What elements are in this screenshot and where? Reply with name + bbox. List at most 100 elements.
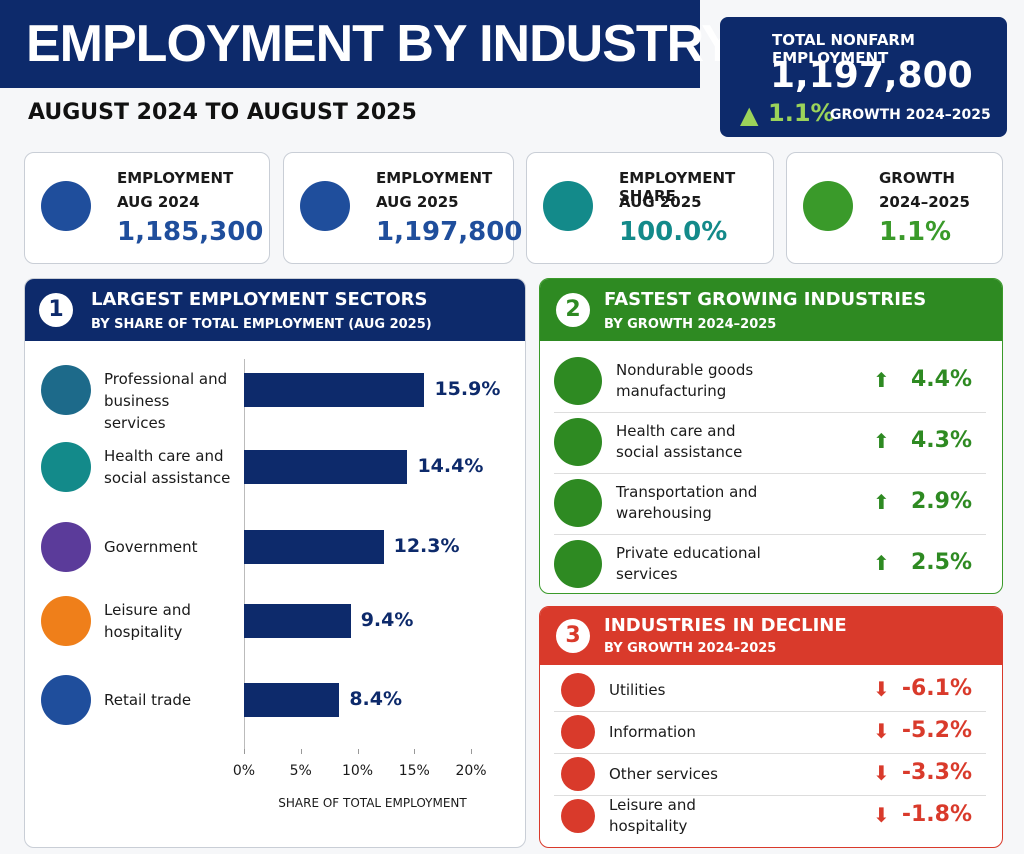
category-label: Retail trade [104, 691, 192, 709]
row-name: Nondurable goods manufacturing [616, 361, 754, 400]
decline-panel: 3 INDUSTRIES IN DECLINE BY GROWTH 2024–2… [539, 606, 1003, 848]
row-divider [554, 753, 986, 754]
panel-subtitle: BY SHARE OF TOTAL EMPLOYMENT (AUG 2025) [91, 317, 432, 332]
kpi-label: AUG 2024 [117, 193, 200, 211]
title: EMPLOYMENT BY INDUSTRY [26, 15, 736, 73]
growing-panel: 2 FASTEST GROWING INDUSTRIES BY GROWTH 2… [539, 278, 1003, 594]
value-label: 14.4% [417, 455, 484, 477]
category-label: Government [104, 538, 198, 556]
row-arrow: ⬇ [873, 803, 890, 827]
category-icon [41, 675, 91, 725]
kpi-label: EMPLOYMENT SHARE [619, 169, 736, 205]
total-label: TOTAL NONFARM EMPLOYMENT [772, 31, 915, 67]
bar-chart: 0% 5% 10% 15% 20% SHARE OF TOTAL EMPLOYMENT Pr… [25, 279, 525, 847]
panel-header [25, 279, 525, 341]
kpi-value: 1,197,800 [376, 217, 523, 247]
total-growth-label: GROWTH 2024–2025 [830, 107, 991, 123]
kpi-icon [41, 181, 91, 231]
panel-subtitle: BY GROWTH 2024–2025 [604, 641, 777, 656]
row-icon [554, 479, 602, 527]
value-label: 15.9% [434, 378, 501, 400]
panel-header [540, 607, 1002, 665]
row-icon [554, 540, 602, 588]
kpi-label: AUG 2025 [619, 193, 702, 211]
subtitle: AUGUST 2024 TO AUGUST 2025 [28, 100, 417, 125]
row-value: 2.9% [910, 489, 972, 514]
category-icon [41, 365, 91, 415]
kpi-label: 2024–2025 [879, 193, 970, 211]
row-value: 4.4% [910, 367, 972, 392]
row-icon [561, 673, 595, 707]
panel-header [540, 279, 1002, 341]
value-label: 8.4% [349, 688, 403, 710]
row-name: Transportation and warehousing [616, 483, 758, 522]
panel-number: 3 [556, 619, 590, 653]
row-divider [554, 711, 986, 712]
row-name: Other services [609, 765, 718, 783]
decline-list: Utilities ⬇ -6.1% Information ⬇ -5.2% Other se… [540, 607, 1002, 847]
total-growth: 1.1% [768, 99, 835, 127]
value-label: 12.3% [393, 535, 460, 557]
x-tick-label: 0% [232, 763, 256, 779]
row-divider [554, 411, 986, 413]
tick-mark [300, 749, 302, 754]
row-value: 4.3% [910, 428, 972, 453]
kpi-card: EMPLOYMENT SHARE AUG 2025 100.0% [526, 152, 774, 264]
category-icon [41, 522, 91, 572]
tick-mark [244, 749, 245, 754]
row-name: Health care and social assistance [616, 422, 743, 461]
panel-title: LARGEST EMPLOYMENT SECTORS [91, 289, 428, 310]
kpi-value: 1,185,300 [117, 217, 264, 247]
kpi-card: EMPLOYMENT AUG 2024 1,185,300 [24, 152, 270, 264]
tick-mark [414, 749, 416, 754]
up-arrow: ▲ [740, 101, 759, 129]
kpi-card: GROWTH 2024–2025 1.1% [786, 152, 1003, 264]
kpi-label: AUG 2025 [376, 193, 459, 211]
category-icon [41, 596, 91, 646]
bar [244, 373, 425, 407]
category-icon [41, 442, 91, 492]
row-icon [561, 715, 595, 749]
row-value: -5.2% [901, 718, 972, 743]
kpi-label: GROWTH [879, 169, 955, 187]
row-value: -1.8% [901, 802, 972, 827]
row-arrow: ⬇ [873, 719, 890, 743]
row-arrow: ⬇ [873, 677, 890, 701]
row-divider [554, 533, 986, 535]
row-arrow: ⬆ [873, 368, 890, 392]
total-value: 1,197,800 [770, 55, 973, 96]
kpi-icon [300, 181, 350, 231]
row-icon [554, 357, 602, 405]
kpi-card: EMPLOYMENT AUG 2025 1,197,800 [283, 152, 522, 264]
x-tick-label: 20% [455, 763, 487, 779]
panel-title: INDUSTRIES IN DECLINE [604, 615, 847, 636]
row-arrow: ⬇ [873, 761, 890, 785]
category-label: Professional and business services [104, 370, 228, 432]
largest-panel: 1 LARGEST EMPLOYMENT SECTORS BY SHARE OF… [24, 278, 526, 848]
category-label: Health care and social assistance [104, 447, 231, 487]
tick-mark [471, 749, 472, 754]
value-label: 9.4% [360, 609, 414, 631]
row-arrow: ⬆ [873, 551, 890, 575]
panel-title: FASTEST GROWING INDUSTRIES [604, 289, 927, 310]
kpi-value: 1.1% [879, 217, 952, 247]
tick-mark [357, 749, 359, 754]
kpi-icon [803, 181, 853, 231]
total-box: TOTAL NONFARM EMPLOYMENT 1,197,800 ▲ 1.1… [720, 17, 1007, 137]
row-icon [554, 418, 602, 466]
row-name: Information [609, 723, 696, 741]
row-arrow: ⬆ [873, 490, 890, 514]
panel-number: 2 [556, 293, 590, 327]
row-value: -3.3% [901, 760, 972, 785]
row-value: -6.1% [901, 676, 972, 701]
row-arrow: ⬆ [873, 429, 890, 453]
header-band [0, 0, 700, 88]
row-icon [561, 757, 595, 791]
panel-number: 1 [39, 293, 73, 327]
row-name: Leisure and hospitality [609, 796, 696, 835]
bar [244, 683, 340, 717]
kpi-label: EMPLOYMENT [376, 169, 493, 187]
bar [244, 530, 384, 564]
row-divider [554, 472, 986, 474]
